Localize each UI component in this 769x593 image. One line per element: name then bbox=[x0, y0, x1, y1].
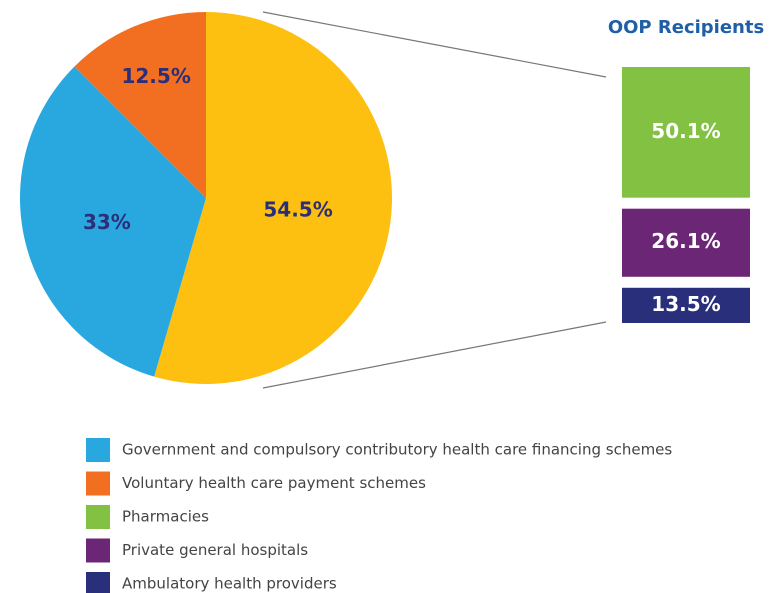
legend-label: Ambulatory health providers bbox=[122, 575, 337, 593]
legend-label: Voluntary health care payment schemes bbox=[122, 474, 426, 492]
bar-label: 13.5% bbox=[651, 292, 720, 316]
connector bbox=[262, 11, 607, 78]
pie-slice bbox=[74, 12, 206, 198]
connector bbox=[262, 321, 607, 389]
legend-label: Pharmacies bbox=[122, 508, 209, 526]
legend-swatch bbox=[86, 538, 110, 563]
bar bbox=[622, 287, 750, 323]
bar-label: 26.1% bbox=[651, 229, 720, 253]
legend-label: Private general hospitals bbox=[122, 541, 308, 559]
slice-label: 12.5% bbox=[121, 64, 190, 88]
bar bbox=[622, 67, 750, 198]
bar-label: 50.1% bbox=[651, 119, 720, 143]
legend-swatch bbox=[86, 438, 110, 462]
slice-label: 54.5% bbox=[263, 198, 332, 222]
legend-swatch bbox=[86, 505, 110, 529]
legend-label: Government and compulsory contributory h… bbox=[122, 441, 672, 459]
pie-slice bbox=[154, 12, 392, 384]
legend-swatch bbox=[86, 572, 110, 593]
slice-label: 33% bbox=[83, 210, 131, 234]
bar-title: OOP Recipients bbox=[608, 17, 764, 38]
legend-swatch bbox=[86, 471, 110, 496]
bar bbox=[622, 208, 750, 277]
pie-slice bbox=[19, 66, 206, 377]
